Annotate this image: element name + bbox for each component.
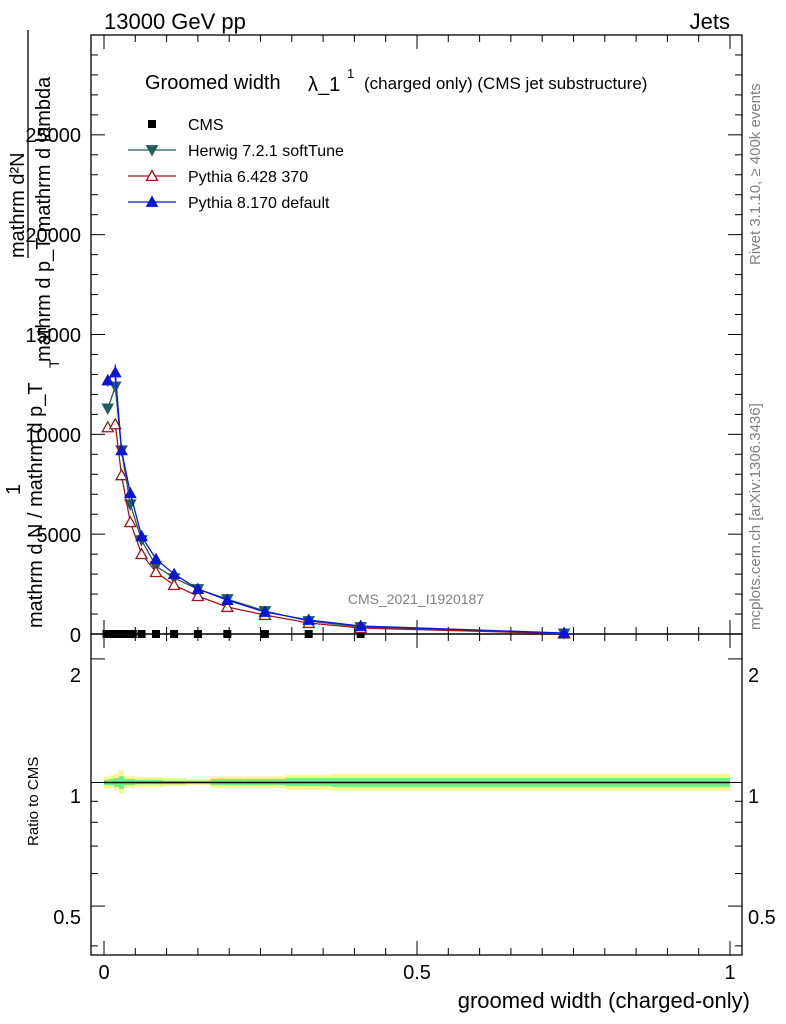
data-point-pythia6	[114, 468, 129, 481]
rivet-label: Rivet 3.1.10, ≥ 400k events	[747, 83, 764, 265]
series-pythia6	[101, 417, 571, 639]
main-y-tick-labels: 0 5000 10000 15000 20000 25000	[25, 125, 81, 647]
ratio-plot-frame	[90, 633, 743, 956]
data-point-pythia8	[302, 613, 316, 625]
data-point-cms	[112, 630, 121, 638]
data-point-pythia8	[135, 529, 148, 542]
data-point-cms	[107, 630, 116, 638]
y-label-numerator: mathrm d²N	[7, 152, 29, 258]
legend-label-pythia8: Pythia 8.170 default	[188, 195, 330, 212]
title-note: (charged only) (CMS jet substructure)	[364, 74, 647, 93]
data-point-pythia6	[108, 417, 122, 430]
x-axis-label: groomed width (charged-only)	[458, 988, 750, 1013]
data-point-pythia6	[134, 547, 149, 560]
x-tick-1: 1	[724, 962, 735, 984]
data-point-pythia8	[354, 619, 368, 631]
data-point-cms	[151, 630, 160, 638]
title-lambda: λ_1	[308, 74, 340, 96]
series-line-pythia6	[107, 423, 565, 635]
main-y-tick-5000: 5000	[37, 525, 82, 547]
data-point-cms	[260, 630, 269, 638]
legend: CMS Herwig 7.2.1 softTune Pythia 6.428 3…	[128, 117, 344, 212]
x-tick-labels: 0 0.5 1	[98, 962, 735, 984]
legend-label-cms: CMS	[188, 117, 224, 134]
ratio-y-tick-0-5: 0.5	[53, 907, 81, 929]
legend-label-pythia6: Pythia 6.428 370	[188, 169, 308, 186]
data-point-pythia8	[115, 443, 128, 456]
data-point-pythia6	[149, 565, 163, 578]
ratio-y-tick-right-1: 1	[748, 786, 759, 808]
plot-title: Groomed width λ_1 1 (charged only) (CMS …	[145, 66, 647, 96]
legend-label-herwig: Herwig 7.2.1 softTune	[188, 143, 344, 160]
data-point-pythia6	[123, 515, 137, 528]
data-point-pythia8	[191, 582, 205, 594]
ratio-y-tick-right-2: 2	[748, 665, 759, 687]
data-point-pythia8	[101, 373, 115, 386]
data-point-herwig	[101, 403, 115, 415]
data-point-cms	[356, 630, 365, 638]
data-point-pythia8	[123, 486, 137, 499]
y-label-frac: mathrm d N / mathrm d p_T	[25, 382, 47, 628]
data-point-cms	[128, 630, 137, 638]
x-tick-0-5: 0.5	[403, 962, 431, 984]
ratio-y-axis-label: Ratio to CMS	[25, 757, 42, 846]
series-line-pythia8	[107, 370, 565, 634]
ratio-y-tick-1: 1	[70, 786, 81, 808]
analysis-watermark: CMS_2021_I1920187	[348, 591, 484, 607]
data-point-cms	[304, 630, 313, 638]
data-point-cms	[223, 630, 232, 638]
energy-label: 13000 GeV pp	[104, 9, 246, 34]
ratio-y-tick-right-0-5: 0.5	[748, 907, 776, 929]
data-point-pythia8	[557, 626, 571, 638]
legend-marker-pythia8	[145, 195, 159, 207]
y-label-one: 1	[3, 484, 25, 495]
main-y-tick-25000: 25000	[25, 125, 81, 147]
data-point-pythia8	[108, 365, 122, 378]
category-label: Jets	[690, 9, 730, 34]
axis-ticks	[91, 35, 742, 955]
main-y-tick-15000: 15000	[25, 325, 81, 347]
data-point-pythia8	[258, 605, 272, 617]
data-point-pythia6	[167, 578, 181, 591]
data-point-cms	[137, 630, 146, 638]
legend-marker-herwig	[145, 145, 159, 157]
data-point-pythia6	[191, 589, 205, 602]
ratio-bands	[104, 770, 730, 794]
mcplots-label: mcplots.cern.ch [arXiv:1306.3436]	[747, 403, 764, 630]
main-y-tick-0: 0	[70, 625, 81, 647]
data-point-cms	[117, 630, 126, 638]
y-label-pT-sub: T	[46, 359, 62, 368]
ratio-y-tick-labels: 0.5 1 2 0.5 1 2	[53, 665, 776, 929]
legend-marker-pythia6	[145, 169, 159, 182]
series-line-herwig	[107, 386, 565, 635]
data-point-cms	[193, 630, 202, 638]
main-y-tick-10000: 10000	[25, 425, 81, 447]
data-point-cms	[122, 630, 131, 638]
data-point-cms	[170, 630, 179, 638]
data-point-pythia8	[220, 593, 234, 605]
main-y-tick-20000: 20000	[25, 225, 81, 247]
title-sup: 1	[347, 66, 354, 81]
series-herwig	[101, 381, 571, 640]
ratio-y-tick-2: 2	[70, 665, 81, 687]
data-point-pythia6	[220, 600, 234, 613]
series-pythia8	[101, 364, 571, 638]
data-point-pythia8	[149, 552, 163, 565]
series-layer	[101, 364, 571, 640]
x-tick-0: 0	[98, 962, 109, 984]
y-label-denominator: mathrm d p_T mathrm d lambda	[33, 76, 55, 362]
title-main: Groomed width	[145, 72, 281, 94]
series-cms	[102, 630, 569, 638]
data-point-pythia8	[167, 567, 181, 579]
data-point-cms	[102, 630, 111, 638]
legend-marker-cms	[148, 120, 156, 128]
main-y-axis-label: mathrm d²N mathrm d p_T mathrm d lambda …	[3, 30, 62, 628]
